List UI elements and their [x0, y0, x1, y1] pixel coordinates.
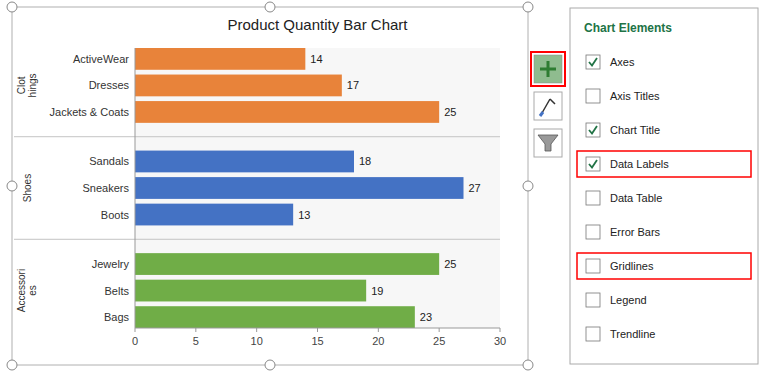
bar [135, 306, 415, 328]
selection-handle [7, 181, 17, 191]
category-label: Jewelry [92, 258, 130, 270]
x-tick-label: 10 [251, 335, 263, 347]
style-button[interactable] [534, 92, 562, 120]
element-label: Error Bars [610, 226, 661, 238]
x-tick-label: 15 [311, 335, 323, 347]
selection-handle [7, 360, 17, 370]
category-label: Dresses [89, 79, 130, 91]
checkmark [589, 58, 597, 66]
checkbox[interactable] [586, 157, 600, 171]
panel-title: Chart Elements [584, 21, 672, 35]
brush-icon [542, 99, 555, 113]
bar [135, 280, 366, 302]
selection-handle [523, 360, 533, 370]
data-label: 19 [371, 285, 383, 297]
bar [135, 253, 439, 275]
group-label-line: hings [27, 73, 38, 97]
item-highlight [577, 253, 751, 279]
group-separator [14, 239, 500, 240]
group-label-line: Shoes [22, 174, 33, 202]
category-label: Boots [101, 209, 130, 221]
checkbox[interactable] [586, 259, 600, 273]
plus-button-highlight [531, 52, 565, 86]
group-label-line: es [27, 285, 38, 296]
bar [135, 177, 464, 199]
x-tick [135, 328, 136, 332]
x-tick [256, 328, 257, 332]
bar [135, 48, 305, 70]
funnel-icon [538, 135, 558, 151]
x-tick [500, 328, 501, 332]
brush-tip [540, 112, 543, 116]
group-separator [14, 136, 500, 137]
checkbox[interactable] [586, 123, 600, 137]
element-label: Axis Titles [610, 90, 660, 102]
data-label: 13 [298, 209, 310, 221]
checkbox[interactable] [586, 89, 600, 103]
checkbox[interactable] [586, 55, 600, 69]
group-label: Shoes [22, 174, 33, 202]
elements-panel [570, 8, 758, 364]
x-tick-label: 5 [193, 335, 199, 347]
selection-handle [7, 2, 17, 12]
selection-handle [265, 2, 275, 12]
chart-title: Product Quantity Bar Chart [227, 16, 408, 33]
data-label: 25 [444, 258, 456, 270]
plot-background [135, 48, 500, 328]
checkbox[interactable] [586, 327, 600, 341]
group-label-line: Accessori [16, 269, 27, 312]
x-tick [195, 328, 196, 332]
category-label: ActiveWear [73, 53, 129, 65]
checkmark [589, 126, 597, 134]
group-label: Accessories [16, 269, 38, 312]
element-label: Chart Title [610, 124, 660, 136]
bar [135, 75, 342, 97]
x-tick [439, 328, 440, 332]
element-label: Data Table [610, 192, 662, 204]
x-tick-label: 30 [494, 335, 506, 347]
data-label: 17 [347, 79, 359, 91]
element-label: Trendline [610, 328, 655, 340]
checkbox[interactable] [586, 293, 600, 307]
element-label: Legend [610, 294, 647, 306]
element-label: Axes [610, 56, 635, 68]
bars [135, 48, 464, 328]
plus-icon [540, 61, 556, 77]
zero-line [135, 48, 136, 328]
checkmark [589, 160, 597, 168]
category-label: Jackets & Coats [50, 106, 130, 118]
data-label: 25 [444, 106, 456, 118]
selection-handle [265, 360, 275, 370]
item-highlight [577, 151, 751, 177]
selection-handle [523, 2, 533, 12]
selection-handle [523, 181, 533, 191]
element-label: Data Labels [610, 158, 669, 170]
category-label: Bags [104, 311, 130, 323]
checkbox[interactable] [586, 225, 600, 239]
x-tick-label: 0 [132, 335, 138, 347]
x-tick [317, 328, 318, 332]
selection-frame [12, 7, 528, 365]
x-tick [378, 328, 379, 332]
data-label: 18 [359, 155, 371, 167]
plus-button[interactable] [534, 55, 562, 83]
x-tick-label: 25 [433, 335, 445, 347]
x-tick-label: 20 [372, 335, 384, 347]
bar [135, 204, 293, 226]
category-label: Belts [105, 285, 130, 297]
bar [135, 151, 354, 173]
bar [135, 101, 439, 123]
category-label: Sandals [89, 155, 129, 167]
data-label: 27 [469, 182, 481, 194]
filter-button[interactable] [534, 129, 562, 157]
data-label: 14 [310, 53, 322, 65]
group-label: Clothings [16, 73, 38, 97]
group-label-line: Clot [16, 76, 27, 94]
checkbox[interactable] [586, 191, 600, 205]
element-label: Gridlines [610, 260, 654, 272]
chart-svg: Product Quantity Bar Chart 14 17 25 18 27 13 25… [0, 0, 766, 372]
data-label: 23 [420, 311, 432, 323]
category-label: Sneakers [83, 182, 130, 194]
